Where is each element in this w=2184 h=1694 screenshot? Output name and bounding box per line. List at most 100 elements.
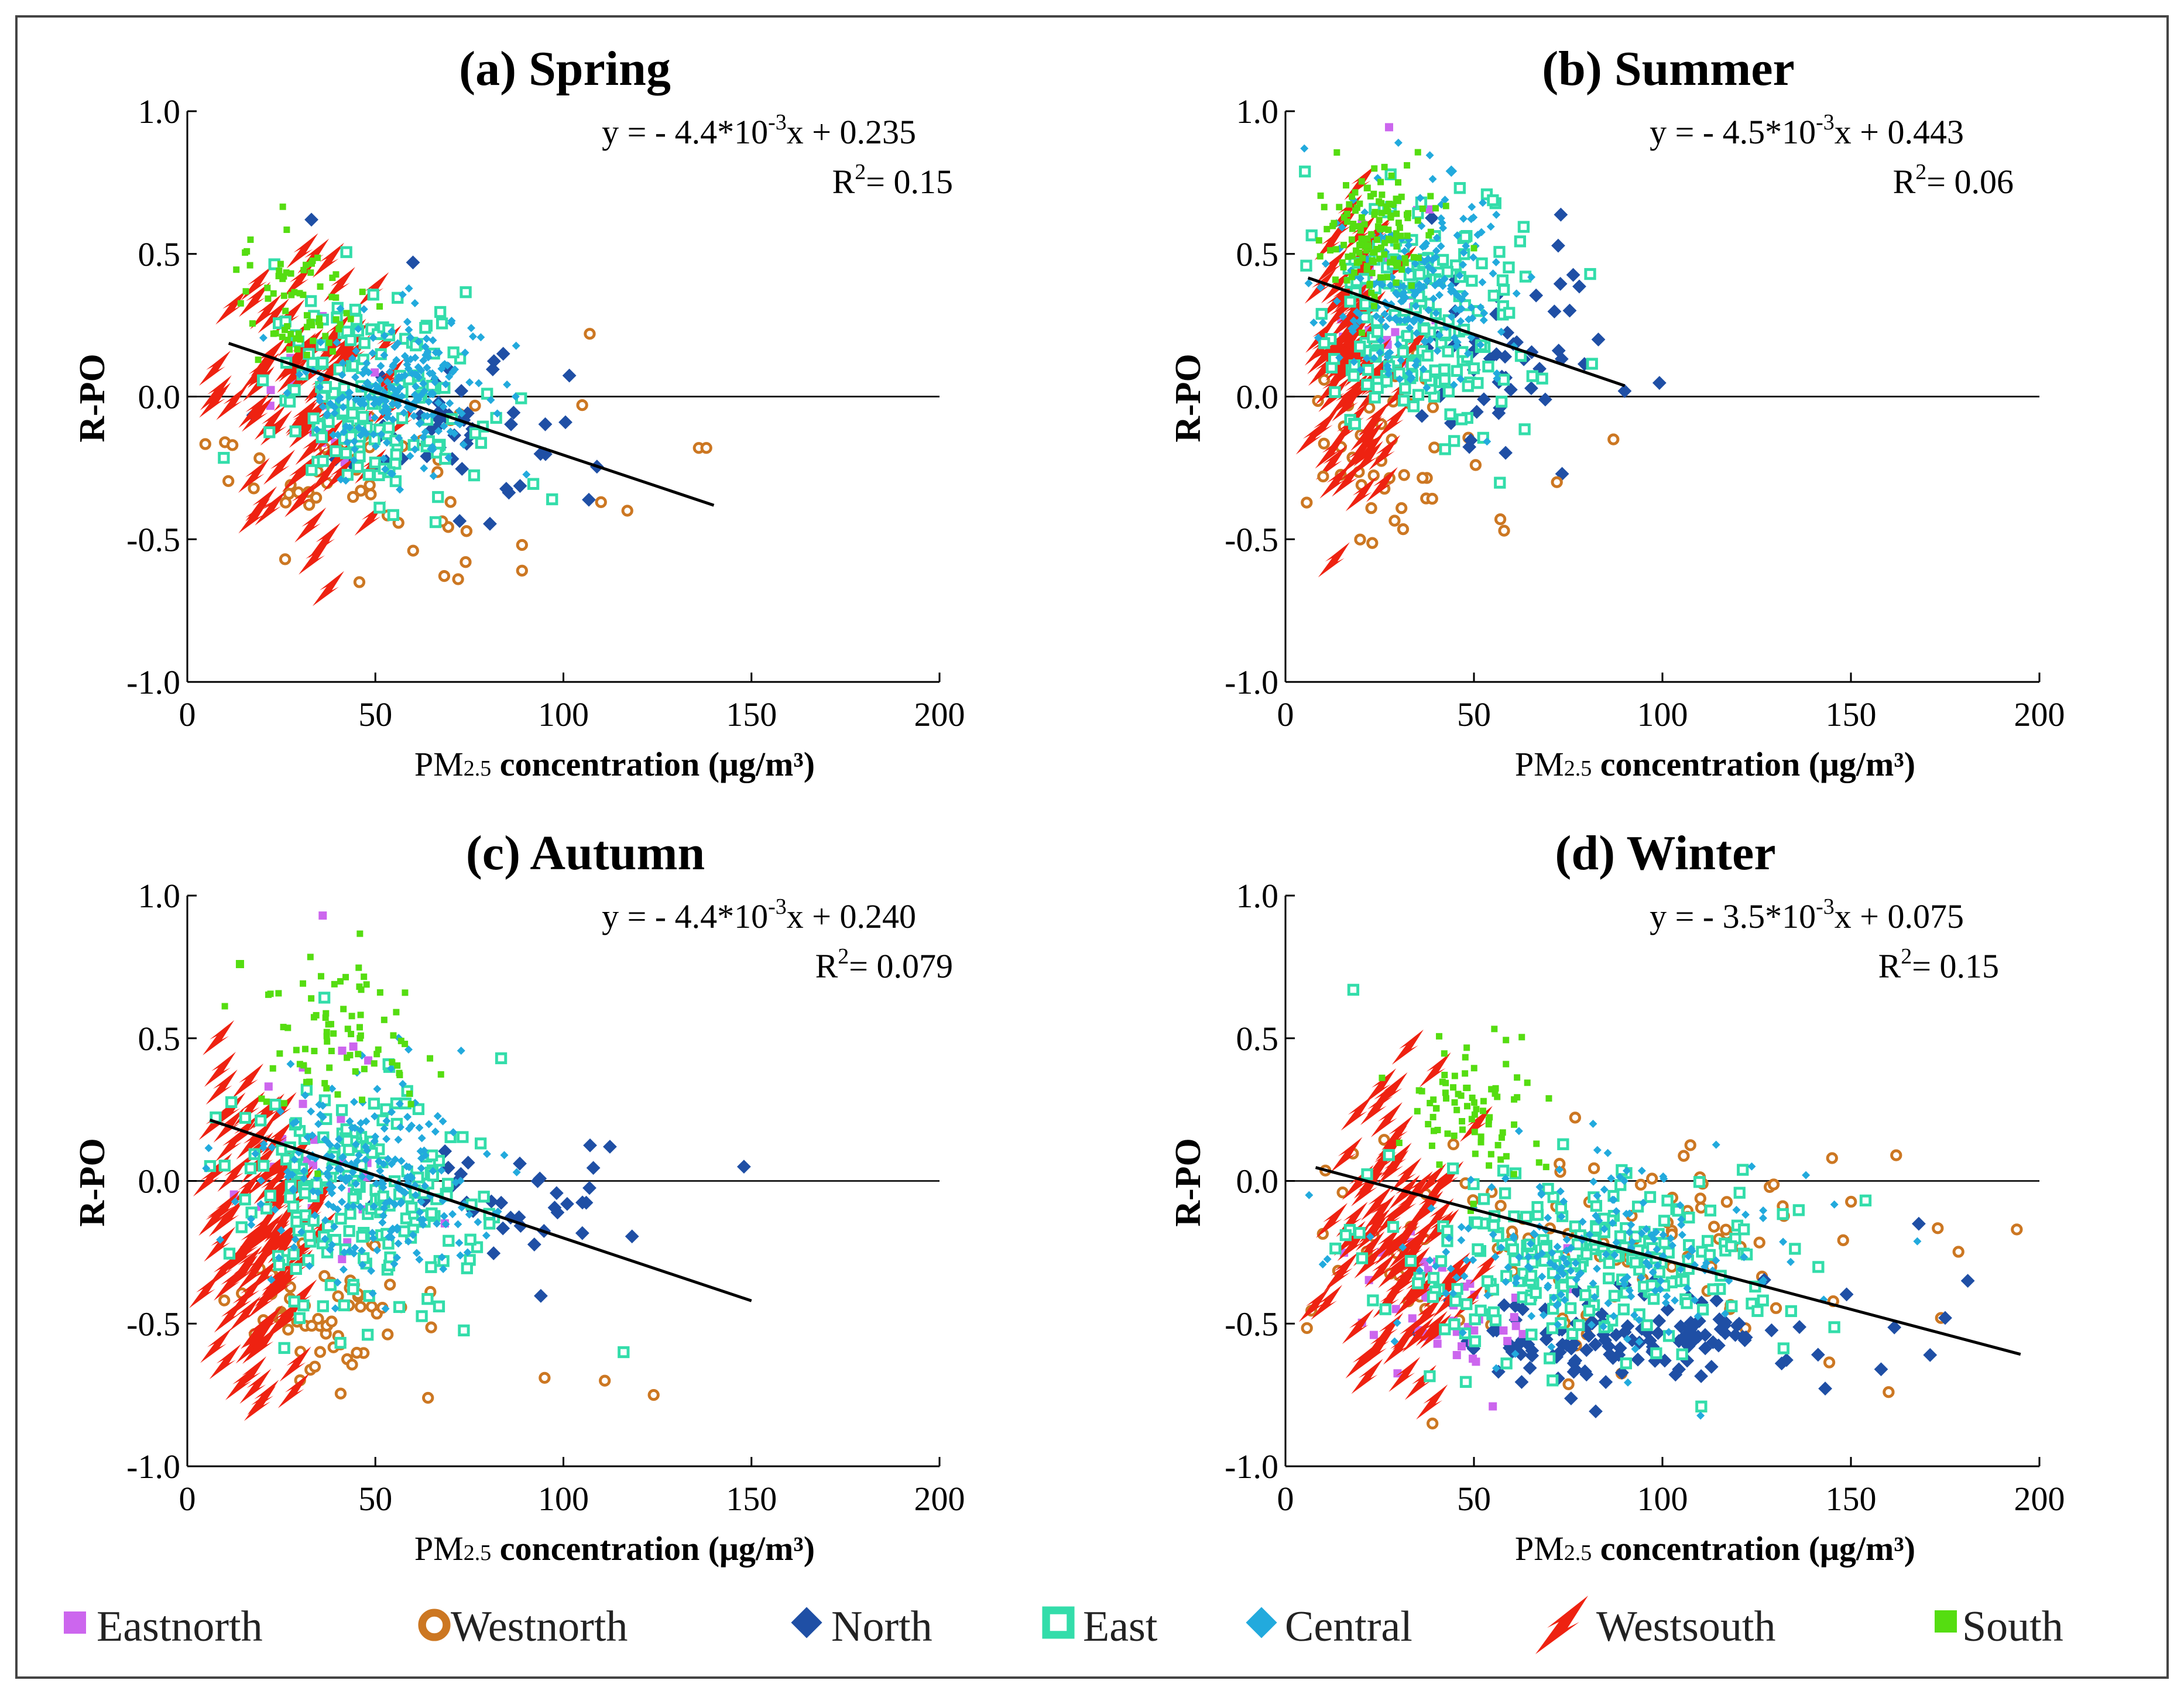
- fit-equation: y = - 4.4*10-3x + 0.235: [602, 110, 916, 151]
- data-point-north: [502, 485, 516, 500]
- y-tick-label: -1.0: [126, 1448, 180, 1486]
- x-axis-label: PM2.5 concentration (μg/m³): [414, 745, 815, 783]
- data-point-westsouth: [1405, 1217, 1438, 1253]
- data-point-north: [1818, 1381, 1832, 1396]
- data-point-north: [1713, 1322, 1728, 1336]
- data-point-south: [1441, 1050, 1448, 1057]
- data-point-east: [1462, 380, 1474, 392]
- data-point-east: [474, 1137, 487, 1150]
- data-point-north: [1523, 1361, 1537, 1375]
- data-point-central: [1427, 1204, 1436, 1213]
- data-point-central: [486, 396, 495, 404]
- data-point-central: [345, 393, 354, 402]
- data-point-westsouth: [1390, 1187, 1422, 1223]
- data-point-south: [300, 266, 307, 273]
- data-point-central: [328, 1240, 337, 1249]
- data-point-central: [372, 1179, 380, 1188]
- data-point-eastnorth: [1457, 1342, 1466, 1351]
- data-point-south: [263, 1098, 270, 1105]
- data-point-east: [1650, 1347, 1662, 1360]
- data-point-westsouth: [1326, 1252, 1359, 1288]
- legend-marker-icon: [791, 1607, 822, 1638]
- data-point-south: [300, 1062, 307, 1069]
- data-point-central: [1562, 1259, 1571, 1267]
- data-point-north: [496, 347, 510, 361]
- equation-main: y = - 4.5*10: [1650, 113, 1816, 151]
- data-point-north: [496, 1221, 510, 1236]
- data-point-central: [1631, 1345, 1640, 1353]
- data-point-south: [1415, 254, 1422, 261]
- data-point-central: [419, 433, 428, 441]
- data-point-central: [1450, 287, 1459, 296]
- data-point-north: [1568, 1353, 1583, 1368]
- data-point-westsouth: [1419, 1052, 1451, 1088]
- data-point-east: [334, 1336, 347, 1349]
- data-point-east: [1693, 1176, 1706, 1188]
- data-point-central: [1556, 1290, 1565, 1299]
- data-point-east: [225, 1096, 238, 1109]
- data-point-westnorth: [312, 1312, 324, 1325]
- data-point-westnorth: [1301, 1322, 1313, 1335]
- data-point-central: [1759, 1275, 1768, 1284]
- data-point-east: [1476, 257, 1488, 270]
- data-point-north: [1577, 357, 1592, 371]
- data-point-central: [1467, 303, 1476, 312]
- data-point-south: [1377, 179, 1384, 186]
- data-point-central: [1492, 1364, 1501, 1373]
- data-point-south: [1524, 1079, 1531, 1086]
- data-point-east: [338, 1299, 350, 1312]
- data-point-central: [295, 370, 304, 379]
- data-point-westsouth: [215, 289, 248, 325]
- data-point-central: [1642, 1258, 1651, 1267]
- data-point-east: [1737, 1164, 1749, 1176]
- data-point-westsouth: [1391, 1029, 1424, 1065]
- data-point-central: [1683, 1284, 1692, 1292]
- y-tick-label: -1.0: [126, 663, 180, 701]
- data-point-north: [1718, 1326, 1733, 1340]
- data-point-central: [438, 1117, 447, 1126]
- data-point-westsouth: [1351, 1359, 1383, 1394]
- data-point-south: [1503, 1061, 1510, 1068]
- data-point-south: [1453, 1106, 1460, 1113]
- data-point-central: [1527, 1312, 1536, 1321]
- data-point-central: [1512, 289, 1521, 298]
- data-point-south: [1470, 1201, 1477, 1208]
- data-point-westsouth: [1315, 433, 1347, 469]
- data-point-central: [1657, 1276, 1665, 1285]
- data-point-south: [287, 330, 294, 337]
- data-point-central: [361, 1143, 370, 1151]
- data-point-central: [1627, 1292, 1636, 1301]
- data-point-south: [1348, 236, 1355, 243]
- data-point-westsouth: [217, 1157, 249, 1192]
- data-point-east: [257, 1160, 270, 1172]
- data-point-central: [369, 430, 378, 439]
- data-point-central: [1732, 1206, 1741, 1215]
- data-point-south: [1473, 1106, 1480, 1113]
- data-point-central: [1383, 349, 1392, 358]
- data-point-north: [527, 1237, 541, 1251]
- data-point-east: [1469, 1335, 1482, 1347]
- x-tick-label: 100: [1637, 1480, 1688, 1518]
- x-label-sub: 2.5: [1564, 1541, 1592, 1565]
- x-label-rest: concentration (μg/m³): [1592, 745, 1915, 783]
- data-point-central: [1913, 1237, 1922, 1246]
- data-point-south: [1485, 1121, 1492, 1128]
- data-point-south: [276, 1050, 283, 1057]
- data-point-south: [363, 981, 370, 988]
- data-point-south: [1363, 266, 1370, 273]
- x-tick-label: 100: [1637, 695, 1688, 733]
- data-point-westsouth: [255, 490, 287, 526]
- data-point-east: [1580, 1248, 1593, 1261]
- data-point-east: [1318, 337, 1331, 349]
- data-point-north: [1643, 1333, 1657, 1348]
- data-point-westnorth: [1447, 1138, 1460, 1151]
- data-point-east: [340, 246, 352, 258]
- data-point-central: [1721, 1309, 1730, 1318]
- data-point-central: [270, 1205, 279, 1214]
- data-point-central: [351, 1243, 359, 1252]
- data-point-westsouth: [1331, 1137, 1363, 1172]
- data-point-north: [1652, 1314, 1667, 1328]
- data-point-westnorth: [1588, 1162, 1600, 1175]
- data-point-eastnorth: [1425, 205, 1434, 214]
- data-point-central: [1677, 1215, 1686, 1224]
